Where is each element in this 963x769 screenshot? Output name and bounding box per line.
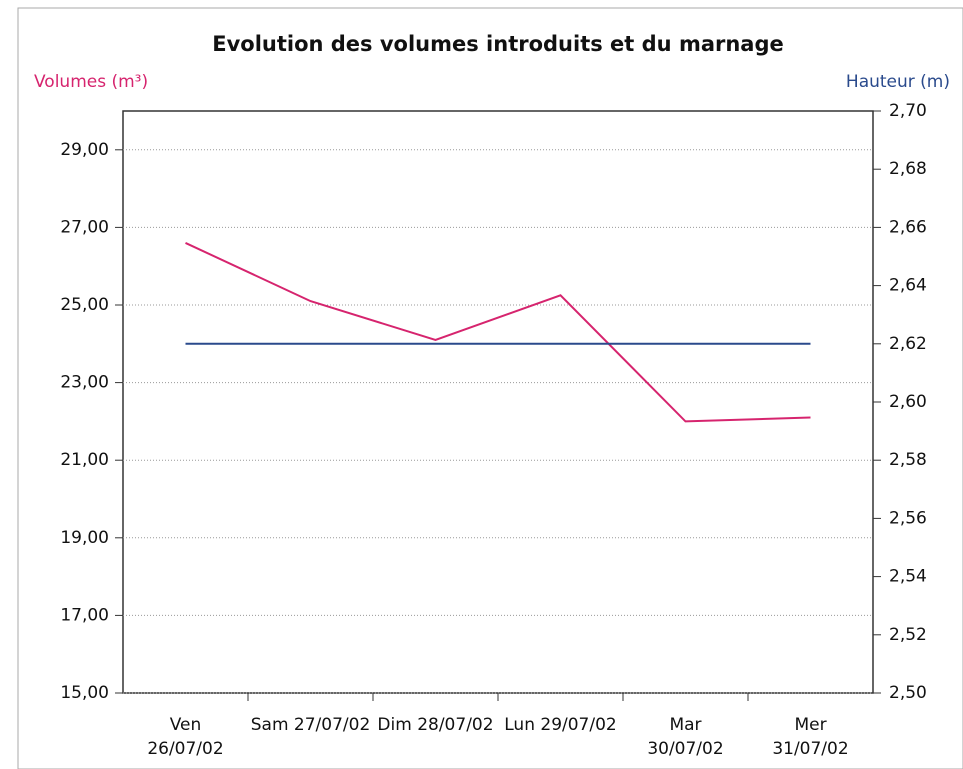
y-axis-label: Volumes (m³) (34, 72, 148, 92)
y-tick-label: 29,00 (60, 140, 109, 160)
y2-tick-label: 2,60 (889, 392, 927, 412)
y-tick-label: 19,00 (60, 528, 109, 548)
y2-tick-label: 2,64 (889, 276, 927, 296)
y-tick-label: 15,00 (60, 683, 109, 703)
y2-axis-label: Hauteur (m) (846, 72, 950, 92)
y2-tick-label: 2,52 (889, 625, 927, 645)
x-tick-label: Mar 30/07/02 (647, 715, 724, 759)
y-tick-label: 17,00 (60, 605, 109, 625)
y2-tick-label: 2,56 (889, 508, 927, 528)
series-line (185, 242, 811, 423)
y2-tick-label: 2,66 (889, 217, 927, 237)
y2-tick-label: 2,58 (889, 450, 927, 470)
chart-title: Evolution des volumes introduits et du m… (212, 32, 784, 56)
frame (17, 7, 963, 769)
x-tick-label: Ven 26/07/02 (147, 715, 224, 759)
y-tick-label: 23,00 (60, 373, 109, 393)
x-tick-label: Lun 29/07/02 (504, 715, 617, 735)
plot-area (122, 110, 874, 694)
y2-tick-label: 2,54 (889, 567, 927, 587)
y-tick-label: 21,00 (60, 450, 109, 470)
x-tick-label: Mer 31/07/02 (772, 715, 849, 759)
y2-tick-label: 2,70 (889, 101, 927, 121)
y2-tick-label: 2,50 (889, 683, 927, 703)
y2-tick-label: 2,68 (889, 159, 927, 179)
x-tick-label: Dim 28/07/02 (377, 715, 494, 735)
x-tick-label: Sam 27/07/02 (250, 715, 371, 735)
y-tick-label: 27,00 (60, 217, 109, 237)
y-tick-label: 25,00 (60, 295, 109, 315)
y2-tick-label: 2,62 (889, 334, 927, 354)
